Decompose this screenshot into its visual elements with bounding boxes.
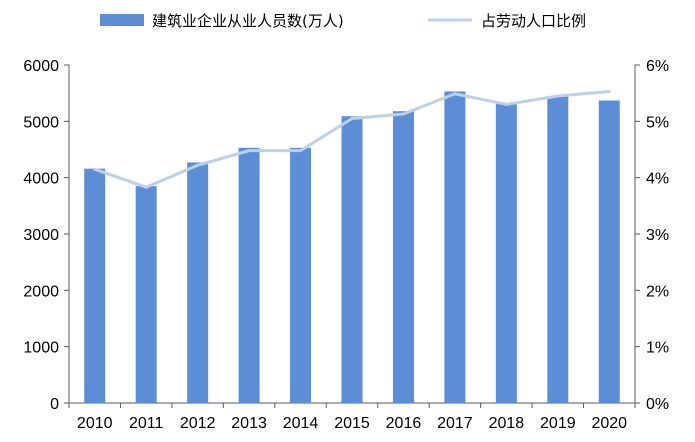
y-left-tick-label: 1000 (23, 340, 59, 357)
x-tick-label: 2020 (591, 415, 627, 432)
ratio-point (93, 167, 97, 171)
y-right-tick-label: 4% (646, 171, 669, 188)
y-left-tick-label: 2000 (23, 283, 59, 300)
bar (238, 147, 260, 403)
y-left-tick-label: 3000 (23, 227, 59, 244)
x-tick-label: 2013 (231, 415, 267, 432)
ratio-point (247, 149, 251, 153)
ratio-point (607, 89, 611, 93)
x-tick-label: 2015 (334, 415, 370, 432)
y-right-tick-label: 3% (646, 227, 669, 244)
bar (84, 168, 106, 403)
x-tick-label: 2011 (129, 415, 164, 432)
ratio-point (504, 102, 508, 106)
bar (290, 147, 312, 403)
x-tick-label: 2016 (386, 415, 422, 432)
line-series (93, 89, 611, 189)
legend-line-label: 占劳动人口比例 (481, 12, 586, 30)
y-right-tick-label: 0% (646, 396, 669, 413)
x-tick-label: 2018 (489, 415, 525, 432)
y-left-tick-label: 4000 (23, 171, 59, 188)
bar (341, 116, 363, 403)
x-tick-label: 2012 (180, 415, 216, 432)
y-right-tick-label: 2% (646, 283, 669, 300)
bars (84, 91, 620, 404)
x-tick-label: 2010 (77, 415, 113, 432)
ratio-point (453, 92, 457, 96)
ratio-point (299, 149, 303, 153)
legend: 建筑业企业从业人员数(万人) 占劳动人口比例 (100, 12, 586, 30)
ratio-point (401, 112, 405, 116)
x-tick-label: 2014 (283, 415, 319, 432)
x-tick-label: 2017 (437, 415, 473, 432)
y-right-tick-label: 6% (646, 58, 669, 75)
legend-bar-swatch (100, 14, 144, 26)
x-tick-label: 2019 (540, 415, 576, 432)
bar (187, 162, 209, 403)
bar (392, 111, 414, 404)
y-left-tick-label: 5000 (23, 114, 59, 131)
ratio-point (350, 117, 354, 121)
labels: 0 1000 2000 3000 4000 5000 6000 0% 1% 2% 3% 4% 5% 6% 2… (23, 58, 669, 432)
legend-bar-label: 建筑业企业从业人员数(万人) (152, 12, 344, 30)
bar (495, 103, 517, 403)
bar (598, 100, 620, 404)
y-left-tick-label: 6000 (23, 58, 59, 75)
bar (444, 91, 466, 403)
ratio-point (556, 94, 560, 98)
y-right-tick-label: 5% (646, 114, 669, 131)
y-right-tick-label: 1% (646, 340, 669, 357)
bar (135, 186, 157, 403)
ratio-point (144, 185, 148, 189)
bar (547, 96, 569, 404)
y-left-tick-label: 0 (50, 396, 59, 413)
ratio-point (196, 163, 200, 167)
